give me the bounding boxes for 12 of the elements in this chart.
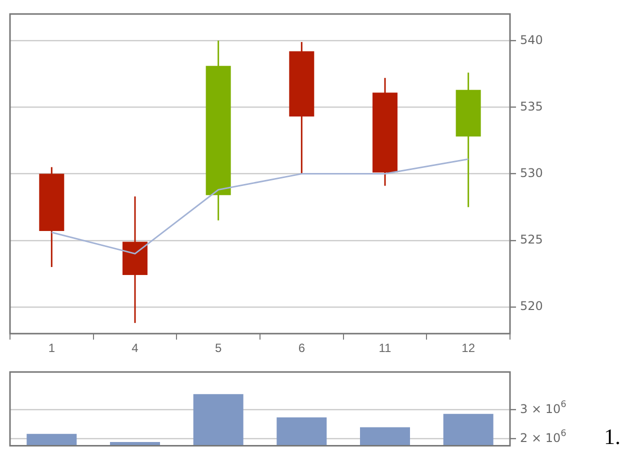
x-tick-label: 6 xyxy=(298,341,306,356)
x-tick-label: 1 xyxy=(48,341,56,356)
y-tick-label: 535 xyxy=(520,99,543,114)
y-tick-label: 530 xyxy=(520,166,543,180)
x-tick-label: 5 xyxy=(214,341,222,356)
x-tick-label: 12 xyxy=(462,341,476,356)
x-tick-label: 4 xyxy=(132,341,139,356)
text: 1. xyxy=(604,424,620,450)
y-tick-label: 525 xyxy=(520,232,543,247)
x-tick-label: 11 xyxy=(378,341,392,356)
y-tick-label: 540 xyxy=(520,32,543,47)
y-tick-label: 520 xyxy=(520,299,543,314)
